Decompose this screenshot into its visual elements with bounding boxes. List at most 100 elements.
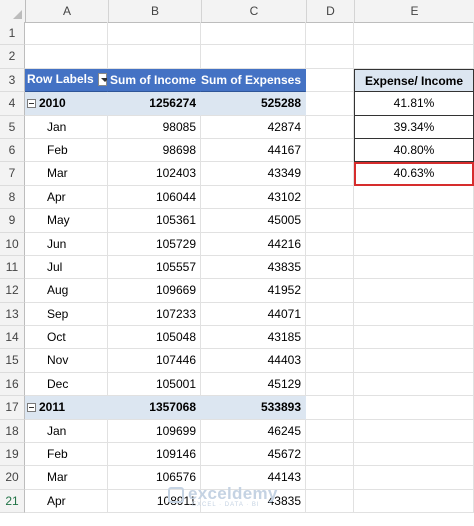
pivot-month-label[interactable]: Apr bbox=[25, 185, 108, 210]
row-header[interactable]: 13 bbox=[0, 302, 25, 327]
collapse-icon[interactable] bbox=[27, 402, 36, 412]
expenses-cell[interactable]: 45129 bbox=[201, 372, 306, 397]
pivot-month-label[interactable]: Sep bbox=[25, 302, 108, 327]
income-cell[interactable]: 1357068 bbox=[108, 396, 201, 420]
expenses-cell[interactable]: 45672 bbox=[201, 443, 306, 467]
expenses-cell[interactable]: 42874 bbox=[201, 115, 306, 139]
row-header[interactable]: 5 bbox=[0, 115, 25, 139]
ratio-cell[interactable]: 40.63% bbox=[354, 162, 474, 186]
expenses-cell[interactable]: 44167 bbox=[201, 138, 306, 163]
column-header-b[interactable]: B bbox=[109, 0, 202, 22]
cell[interactable] bbox=[354, 466, 474, 490]
row-header[interactable]: 19 bbox=[0, 443, 25, 467]
cell[interactable] bbox=[306, 22, 354, 46]
column-header-a[interactable]: A bbox=[26, 0, 109, 22]
cell[interactable] bbox=[354, 326, 474, 350]
cell[interactable] bbox=[306, 138, 354, 163]
cell[interactable] bbox=[306, 255, 354, 280]
cell[interactable] bbox=[306, 45, 354, 69]
income-cell[interactable]: 105557 bbox=[108, 255, 201, 280]
expenses-cell[interactable]: 43102 bbox=[201, 185, 306, 210]
cell[interactable] bbox=[306, 466, 354, 490]
cell[interactable] bbox=[306, 185, 354, 210]
cell[interactable] bbox=[201, 22, 306, 46]
income-cell[interactable]: 105361 bbox=[108, 209, 201, 233]
cell[interactable] bbox=[25, 22, 108, 46]
cell[interactable] bbox=[354, 232, 474, 256]
pivot-month-label[interactable]: May bbox=[25, 209, 108, 233]
expenses-cell[interactable]: 43185 bbox=[201, 326, 306, 350]
income-cell[interactable]: 107446 bbox=[108, 349, 201, 373]
cell[interactable] bbox=[306, 162, 354, 186]
income-cell[interactable]: 98085 bbox=[108, 115, 201, 139]
cell[interactable] bbox=[354, 209, 474, 233]
income-cell[interactable]: 98698 bbox=[108, 138, 201, 163]
cell[interactable] bbox=[354, 349, 474, 373]
cell[interactable] bbox=[306, 68, 354, 93]
row-header[interactable]: 11 bbox=[0, 255, 25, 280]
cell[interactable] bbox=[306, 443, 354, 467]
cell[interactable] bbox=[354, 185, 474, 210]
expenses-cell[interactable]: 533893 bbox=[201, 396, 306, 420]
row-header[interactable]: 18 bbox=[0, 419, 25, 444]
cell[interactable] bbox=[108, 22, 201, 46]
row-header[interactable]: 17 bbox=[0, 396, 25, 420]
column-header-d[interactable]: D bbox=[307, 0, 355, 22]
cell[interactable] bbox=[354, 489, 474, 514]
cell[interactable] bbox=[354, 22, 474, 46]
income-cell[interactable]: 106044 bbox=[108, 185, 201, 210]
row-header[interactable]: 2 bbox=[0, 45, 25, 69]
row-header[interactable]: 10 bbox=[0, 232, 25, 256]
cell[interactable] bbox=[306, 349, 354, 373]
cell[interactable] bbox=[354, 45, 474, 69]
cell[interactable] bbox=[354, 255, 474, 280]
cell[interactable] bbox=[306, 115, 354, 139]
expenses-cell[interactable]: 43835 bbox=[201, 489, 306, 514]
row-header[interactable]: 1 bbox=[0, 22, 25, 46]
row-header[interactable]: 15 bbox=[0, 349, 25, 373]
expenses-cell[interactable]: 43835 bbox=[201, 255, 306, 280]
ratio-cell[interactable]: 40.80% bbox=[354, 138, 474, 163]
cell[interactable] bbox=[354, 372, 474, 397]
ratio-cell[interactable]: 41.81% bbox=[354, 92, 474, 116]
cell[interactable] bbox=[354, 302, 474, 327]
cell[interactable] bbox=[306, 396, 354, 420]
pivot-month-label[interactable]: Feb bbox=[25, 138, 108, 163]
income-cell[interactable]: 109669 bbox=[108, 279, 201, 303]
row-header[interactable]: 7 bbox=[0, 162, 25, 186]
expenses-cell[interactable]: 525288 bbox=[201, 92, 306, 116]
pivot-year-label[interactable]: 2010 bbox=[25, 92, 108, 116]
row-header[interactable]: 9 bbox=[0, 209, 25, 233]
income-cell[interactable]: 107233 bbox=[108, 302, 201, 327]
pivot-income-header[interactable]: Sum of Income bbox=[108, 68, 201, 93]
pivot-month-label[interactable]: Feb bbox=[25, 443, 108, 467]
income-cell[interactable]: 109699 bbox=[108, 419, 201, 444]
pivot-month-label[interactable]: Mar bbox=[25, 162, 108, 186]
cell[interactable] bbox=[306, 372, 354, 397]
cell[interactable] bbox=[354, 279, 474, 303]
row-header[interactable]: 8 bbox=[0, 185, 25, 210]
cell[interactable] bbox=[306, 209, 354, 233]
income-cell[interactable]: 105729 bbox=[108, 232, 201, 256]
ratio-header[interactable]: Expense/ Income bbox=[354, 68, 474, 93]
row-header[interactable]: 3 bbox=[0, 68, 25, 93]
cell[interactable] bbox=[306, 326, 354, 350]
income-cell[interactable]: 105001 bbox=[108, 372, 201, 397]
pivot-month-label[interactable]: Jan bbox=[25, 115, 108, 139]
expenses-cell[interactable]: 43349 bbox=[201, 162, 306, 186]
row-header[interactable]: 20 bbox=[0, 466, 25, 490]
pivot-month-label[interactable]: Jan bbox=[25, 419, 108, 444]
pivot-expenses-header[interactable]: Sum of Expenses bbox=[201, 68, 306, 93]
pivot-month-label[interactable]: Jun bbox=[25, 232, 108, 256]
expenses-cell[interactable]: 46245 bbox=[201, 419, 306, 444]
pivot-month-label[interactable]: Aug bbox=[25, 279, 108, 303]
row-header[interactable]: 14 bbox=[0, 326, 25, 350]
cell[interactable] bbox=[306, 232, 354, 256]
pivot-month-label[interactable]: Jul bbox=[25, 255, 108, 280]
expenses-cell[interactable]: 44143 bbox=[201, 466, 306, 490]
income-cell[interactable]: 105048 bbox=[108, 326, 201, 350]
row-header[interactable]: 12 bbox=[0, 279, 25, 303]
expenses-cell[interactable]: 45005 bbox=[201, 209, 306, 233]
pivot-month-label[interactable]: Mar bbox=[25, 466, 108, 490]
income-cell[interactable]: 1256274 bbox=[108, 92, 201, 116]
